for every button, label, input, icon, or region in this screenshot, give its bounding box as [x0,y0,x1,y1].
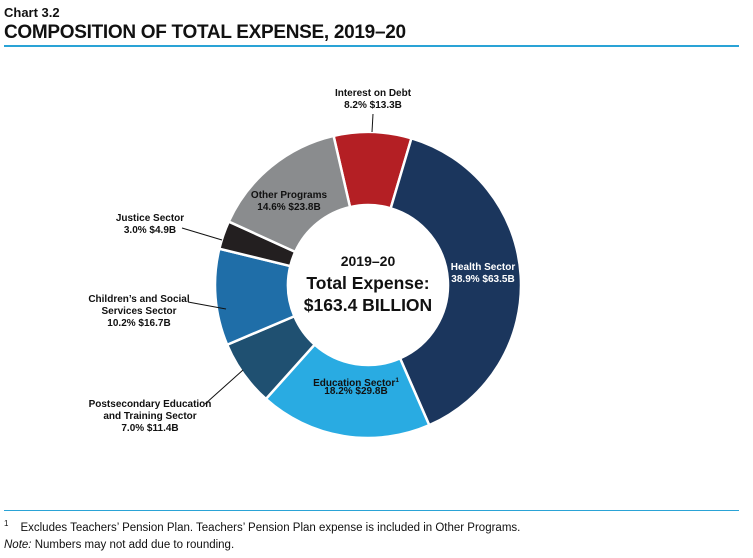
note-text: Numbers may not add due to rounding. [32,539,235,551]
footer-divider [4,510,739,511]
label-justice: Justice Sector 3.0% $4.9B [116,213,184,236]
leader-line-justice [182,228,222,240]
footnote-text: Excludes Teachers’ Pension Plan. Teacher… [20,522,520,534]
label-health: Health Sector 38.9% $63.5B [451,262,516,285]
footnote: 1 Excludes Teachers’ Pension Plan. Teache… [4,519,520,534]
leader-line-interest [372,114,373,132]
center-label: Total Expense: [306,273,429,293]
label-education: Education Sector1 18.2% $29.8B [313,377,399,397]
footnote-marker: 1 [4,519,8,528]
center-amount: $163.4 BILLION [304,295,432,315]
donut-chart: Interest on Debt 8.2% $13.3B Health Sector… [0,0,753,510]
note-label: Note: [4,539,32,551]
center-year: 2019–20 [341,253,396,269]
label-postsecondary: Postsecondary Education and Training Sect… [89,399,212,434]
label-other: Other Programs 14.6% $23.8B [251,190,328,213]
note: Note: Numbers may not add due to roundin… [4,539,234,551]
label-interest: Interest on Debt 8.2% $13.3B [335,88,412,111]
label-childrens: Children’s and Social Services Sector 10.2… [88,294,190,329]
